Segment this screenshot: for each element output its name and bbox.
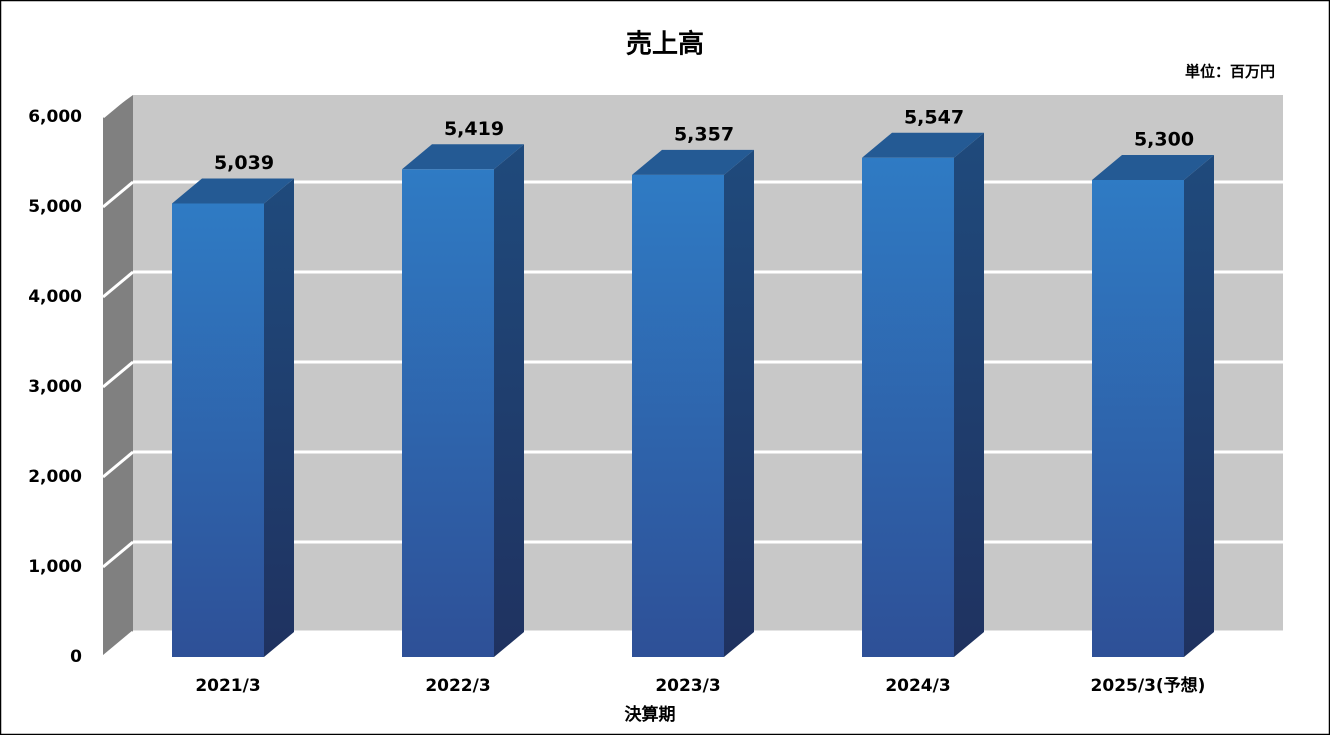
bar <box>632 149 754 657</box>
bar-front <box>1092 180 1184 657</box>
bar-top <box>1092 155 1214 180</box>
bar <box>402 144 524 658</box>
y-tick-label: 1,000 <box>28 557 82 577</box>
bar-top <box>632 149 754 175</box>
bar-side <box>264 178 294 658</box>
bar-front <box>632 174 724 657</box>
bar-side <box>1184 155 1214 657</box>
grid-line-side <box>102 360 134 389</box>
bar-top <box>862 132 984 158</box>
x-tick-label: 2024/3 <box>885 676 950 696</box>
bar <box>1092 155 1214 657</box>
bar-front <box>862 157 954 657</box>
bar-side <box>494 144 524 658</box>
grid-line-side <box>102 180 134 209</box>
y-tick-label: 4,000 <box>28 287 82 307</box>
value-label: 5,039 <box>214 152 274 174</box>
x-tick-label: 2022/3 <box>425 676 490 696</box>
x-tick-label: 2021/3 <box>195 676 260 696</box>
value-label: 5,419 <box>444 118 504 140</box>
unit-label: 単位：百万円 <box>1185 63 1275 81</box>
x-axis-title: 決算期 <box>625 704 676 725</box>
x-tick-label: 2025/3(予想) <box>1091 675 1206 696</box>
bar-front <box>402 169 494 658</box>
bar <box>172 178 294 658</box>
grid-line-side <box>102 90 134 119</box>
grid-line-side <box>102 270 134 299</box>
y-tick-label: 0 <box>70 647 82 667</box>
bar-side <box>954 132 984 657</box>
y-tick-label: 6,000 <box>28 107 82 127</box>
bar-side <box>724 149 754 657</box>
grid-line-side <box>102 450 134 479</box>
bar-front <box>172 203 264 658</box>
bar <box>862 132 984 657</box>
y-tick-label: 3,000 <box>28 377 82 397</box>
value-label: 5,547 <box>904 106 964 128</box>
value-label: 5,357 <box>674 123 734 145</box>
value-label: 5,300 <box>1134 129 1194 151</box>
chart-title: 売上高 <box>626 29 704 60</box>
grid-line-side <box>102 630 134 659</box>
y-tick-label: 2,000 <box>28 467 82 487</box>
y-tick-label: 5,000 <box>28 197 82 217</box>
bar-top <box>402 144 524 170</box>
x-tick-label: 2023/3 <box>655 676 720 696</box>
grid-line-side <box>102 540 134 569</box>
bar-top <box>172 178 294 204</box>
